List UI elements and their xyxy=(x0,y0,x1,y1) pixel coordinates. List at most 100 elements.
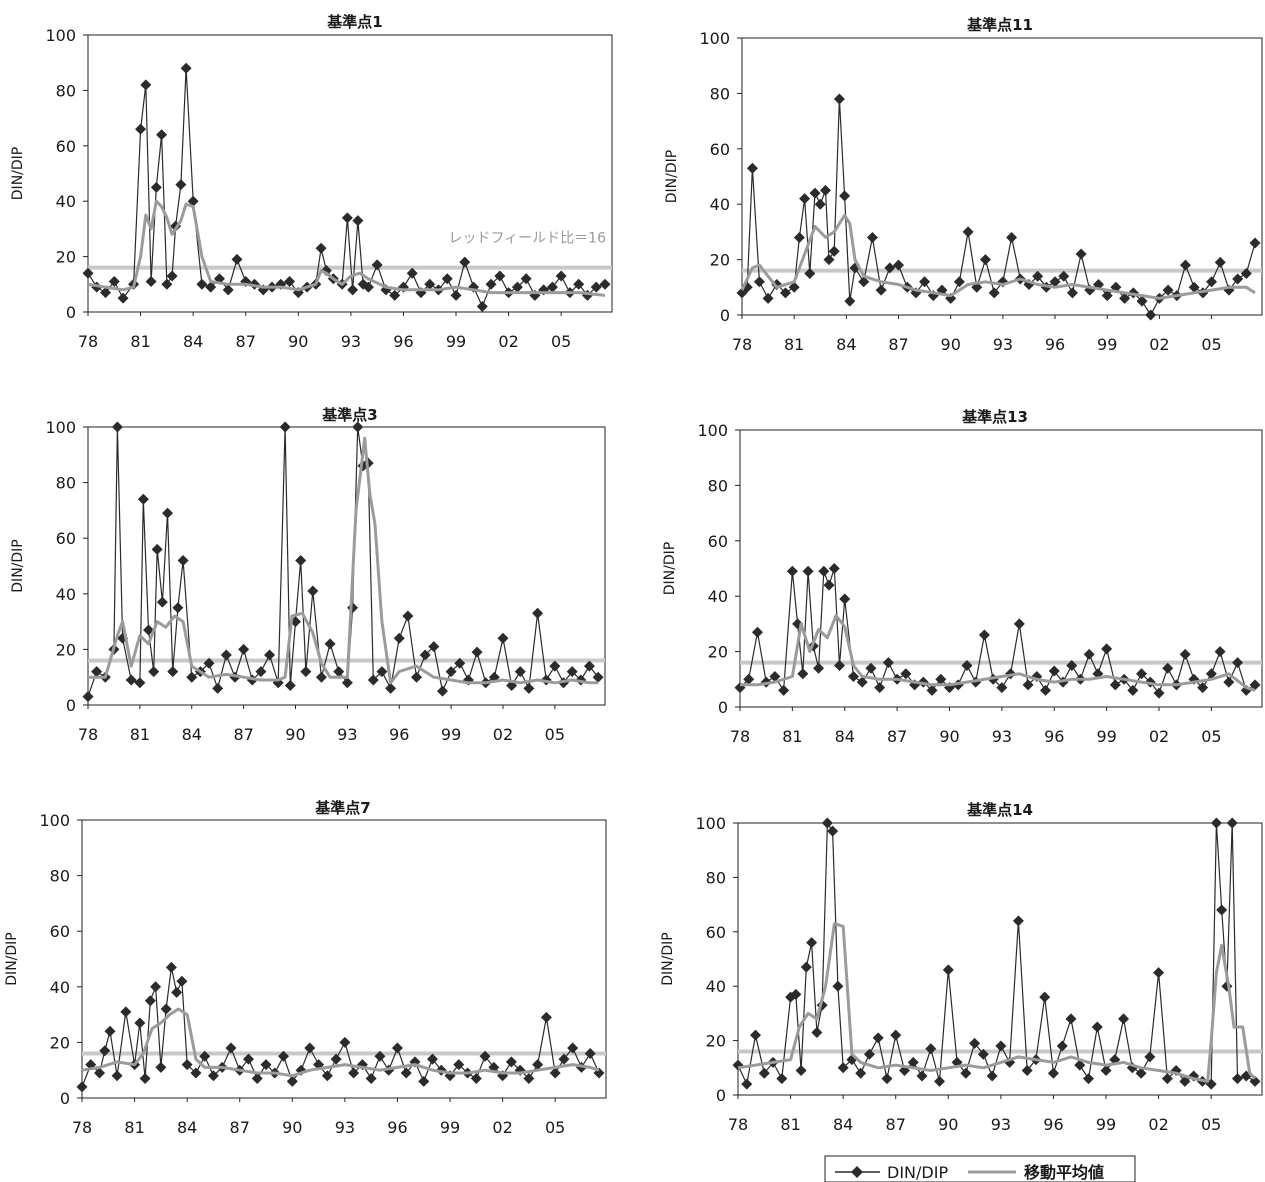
x-tick-label: 81 xyxy=(130,332,150,351)
data-point xyxy=(352,421,364,433)
y-tick-label: 80 xyxy=(56,81,76,100)
data-point xyxy=(882,657,894,669)
data-point xyxy=(120,1006,132,1018)
data-point xyxy=(1136,295,1148,307)
y-tick-label: 40 xyxy=(708,587,728,606)
data-point xyxy=(811,1026,823,1038)
x-tick-label: 84 xyxy=(835,727,855,746)
data-point xyxy=(818,565,830,577)
data-point xyxy=(385,682,397,694)
data-point xyxy=(470,1073,482,1085)
data-point xyxy=(919,276,931,288)
x-tick-label: 99 xyxy=(1096,727,1116,746)
data-point xyxy=(790,988,802,1000)
data-point xyxy=(162,507,174,519)
data-point xyxy=(837,1062,849,1074)
data-point xyxy=(99,1045,111,1057)
x-tick-label: 99 xyxy=(446,332,466,351)
data-point xyxy=(374,1050,386,1062)
x-tick-label: 78 xyxy=(78,332,98,351)
x-tick-label: 84 xyxy=(177,1118,197,1137)
x-tick-label: 81 xyxy=(124,1118,144,1137)
x-tick-label: 93 xyxy=(993,335,1013,354)
series-line-din-dip xyxy=(739,568,1256,695)
x-tick-label: 81 xyxy=(130,725,150,744)
data-point xyxy=(833,93,845,105)
data-point xyxy=(1127,684,1139,696)
x-tick-label: 81 xyxy=(784,335,804,354)
x-tick-label: 02 xyxy=(492,1118,512,1137)
y-tick-label: 0 xyxy=(66,696,76,715)
data-point xyxy=(108,276,120,288)
chart-panel-3: 基準点3 0 20 40 60 80 100 78 81 84 87 90 93 96 99 02 05 DIN/… xyxy=(10,406,606,744)
data-point xyxy=(148,666,160,678)
data-point xyxy=(804,267,816,279)
y-tick-label: 40 xyxy=(706,977,726,996)
x-tick-label: 93 xyxy=(992,727,1012,746)
data-point xyxy=(1109,679,1121,691)
data-point xyxy=(960,1067,972,1079)
x-tick-label: 93 xyxy=(337,725,357,744)
plot-area xyxy=(737,822,1263,1096)
series-line-moving-average xyxy=(81,1007,600,1078)
data-point xyxy=(111,421,123,433)
x-tick-label: 02 xyxy=(1148,1115,1168,1134)
data-point xyxy=(855,1067,867,1079)
data-point xyxy=(485,278,497,290)
x-tick-label: 02 xyxy=(1149,727,1169,746)
data-point xyxy=(1188,281,1200,293)
y-tick-label: 100 xyxy=(697,421,728,440)
data-point xyxy=(187,195,199,207)
data-point xyxy=(809,187,821,199)
y-tick-label: 80 xyxy=(56,474,76,493)
y-tick-label: 100 xyxy=(699,29,730,48)
x-tick-label: 78 xyxy=(72,1118,92,1137)
y-axis-label: DIN/DIP xyxy=(662,542,678,595)
chart-panel-5: 基準点7 0 20 40 60 80 100 78 81 84 87 90 93 96 99 02 05 DIN/… xyxy=(4,799,607,1137)
data-point xyxy=(111,1070,123,1082)
data-point xyxy=(1210,817,1222,829)
data-point xyxy=(371,259,383,271)
data-point xyxy=(1101,643,1113,655)
data-point xyxy=(166,270,178,282)
x-tick-label: 05 xyxy=(545,725,565,744)
chart-panel-6: 基準点14 0 20 40 60 80 100 78 81 84 87 90 93 96 99 02 05 DIN… xyxy=(660,801,1263,1134)
data-point xyxy=(778,684,790,696)
data-point xyxy=(806,937,818,949)
data-point xyxy=(339,1036,351,1048)
series-line-moving-average xyxy=(737,922,1257,1083)
data-point xyxy=(117,292,129,304)
data-point xyxy=(264,649,276,661)
x-tick-label: 05 xyxy=(551,332,571,351)
data-point xyxy=(769,671,781,683)
data-point xyxy=(212,682,224,694)
data-point xyxy=(1231,1073,1243,1085)
data-point xyxy=(828,563,840,574)
data-point xyxy=(1058,270,1070,282)
x-tick-label: 90 xyxy=(938,1115,958,1134)
x-tick-label: 05 xyxy=(1201,335,1221,354)
data-point xyxy=(1249,237,1261,249)
data-point xyxy=(758,1067,770,1079)
data-point xyxy=(776,1073,788,1085)
data-point xyxy=(762,292,774,304)
data-point xyxy=(1066,287,1078,299)
data-point xyxy=(406,267,418,279)
data-point xyxy=(1197,682,1209,694)
x-tick-label: 05 xyxy=(545,1118,565,1137)
data-point xyxy=(1145,309,1157,321)
data-point xyxy=(1049,276,1061,288)
data-point xyxy=(419,649,431,661)
data-point xyxy=(890,1029,902,1041)
x-tick-label: 78 xyxy=(730,727,750,746)
y-tick-label: 100 xyxy=(45,26,76,45)
data-point xyxy=(1249,1075,1261,1087)
data-point xyxy=(454,657,466,669)
plot-area xyxy=(87,426,606,706)
data-point xyxy=(893,259,905,271)
y-tick-label: 60 xyxy=(708,532,728,551)
data-point xyxy=(134,1017,146,1029)
series-line-moving-average xyxy=(740,213,1256,300)
data-point xyxy=(242,1053,254,1065)
